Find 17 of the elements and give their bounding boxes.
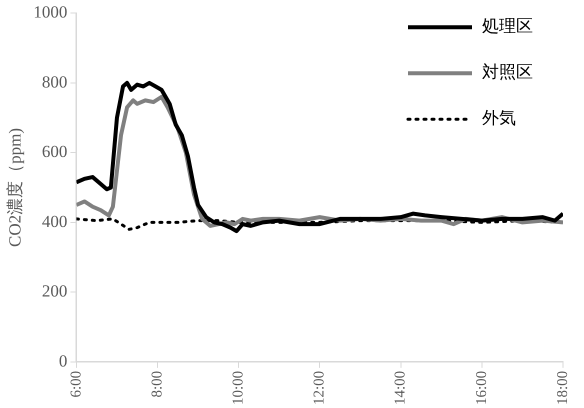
x-tick-label: 18:00 — [554, 370, 571, 406]
y-tick-label: 800 — [42, 72, 68, 92]
x-tick-label: 10:00 — [230, 370, 247, 406]
legend-label: 対照区 — [482, 62, 533, 82]
x-tick-label: 16:00 — [474, 370, 490, 406]
y-axis-title: CO2濃度（ppm) — [6, 128, 25, 248]
y-tick-label: 200 — [42, 282, 68, 301]
x-tick-label: 8:00 — [149, 370, 166, 398]
x-tick-label: 12:00 — [312, 370, 328, 406]
legend-label: 外気 — [482, 108, 516, 128]
x-tick-label: 14:00 — [392, 370, 409, 406]
y-tick-label: 600 — [42, 142, 68, 162]
y-tick-label: 400 — [42, 212, 68, 231]
x-tick-label: 6:00 — [68, 370, 84, 398]
y-tick-label: 1000 — [33, 2, 68, 22]
legend-label: 処理区 — [482, 16, 533, 36]
y-tick-label: 0 — [58, 351, 68, 370]
